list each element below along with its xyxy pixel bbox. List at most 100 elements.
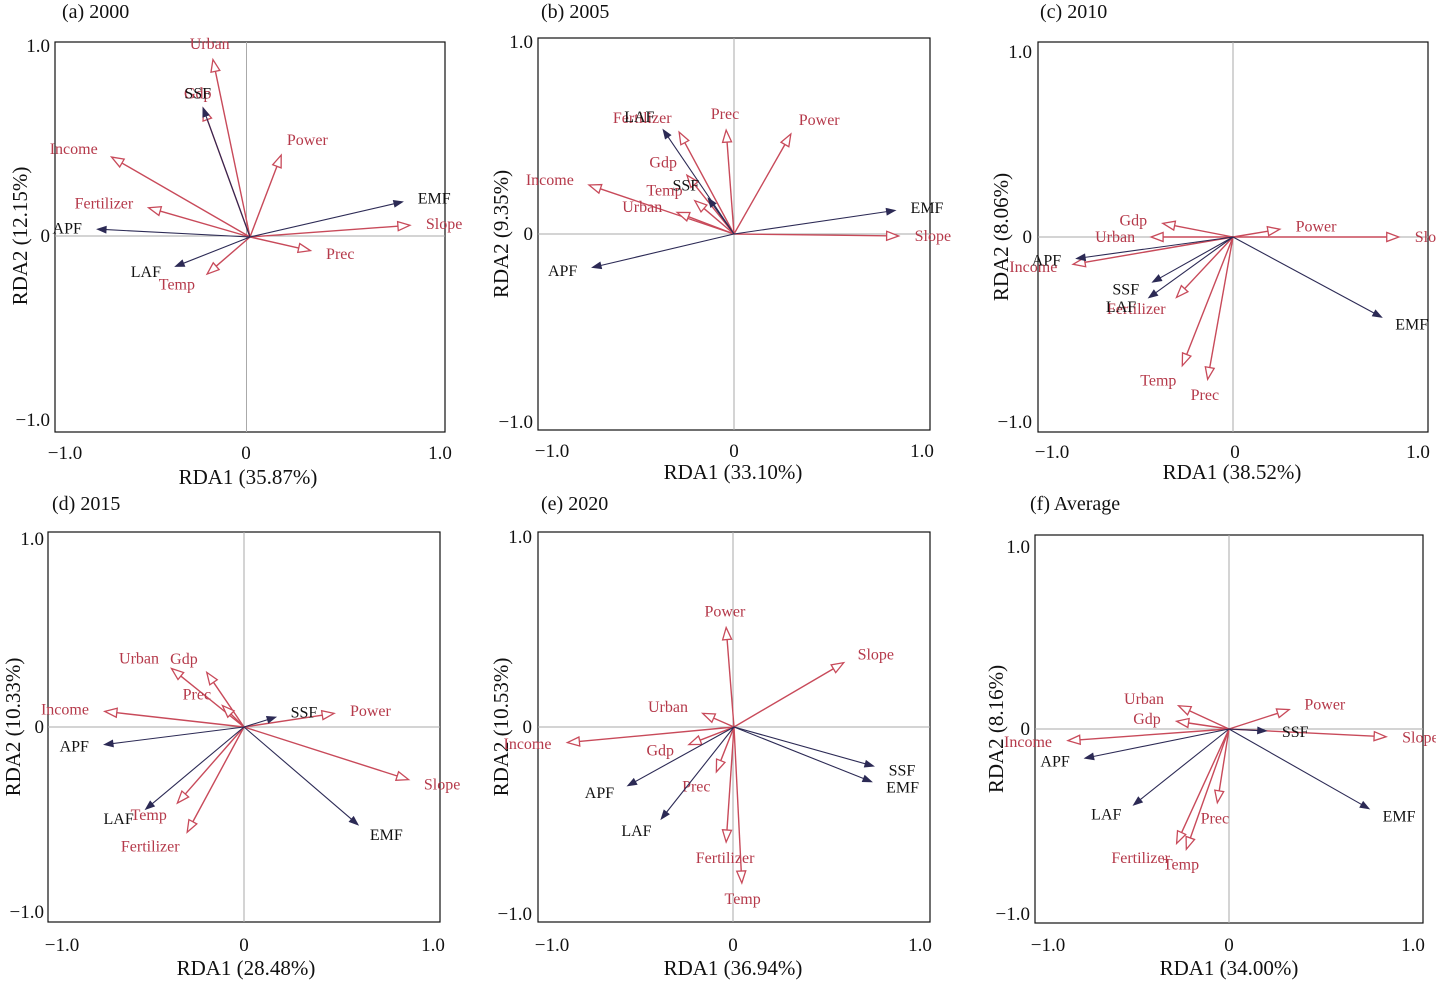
power-arrowhead bbox=[721, 625, 733, 641]
apf-label: APF bbox=[60, 739, 89, 756]
emf-arrow-line bbox=[733, 211, 887, 235]
emf-arrowhead bbox=[885, 207, 897, 216]
urban-arrowhead bbox=[1149, 231, 1164, 243]
plot-area: Urban Gdp Power Income Slope Prec FertilizerTe… bbox=[1004, 691, 1436, 873]
prec-arrowhead bbox=[1213, 789, 1225, 805]
laf-arrow-line bbox=[151, 726, 245, 805]
prec-arrow-line bbox=[1218, 728, 1230, 791]
slope-label: Slope bbox=[858, 647, 894, 664]
slope-arrowhead bbox=[394, 770, 411, 781]
y-tick-label: 0 bbox=[1021, 719, 1031, 740]
x-axis-label: RDA1 (35.87%) bbox=[179, 465, 318, 489]
slope-arrow-line bbox=[249, 225, 398, 238]
urban-arrow-line bbox=[214, 71, 251, 238]
y-tick-label: −1.0 bbox=[996, 904, 1030, 925]
income-arrowhead bbox=[109, 156, 126, 169]
x-tick-label: 1.0 bbox=[421, 935, 445, 956]
y-tick-label: 0 bbox=[1023, 227, 1033, 248]
laf-arrowhead bbox=[660, 809, 670, 821]
power-arrow-line bbox=[243, 714, 323, 728]
power-arrowhead bbox=[320, 709, 336, 721]
ssf-arrowhead bbox=[863, 759, 875, 768]
apf-arrowhead bbox=[103, 739, 114, 748]
panel-title: (b) 2005 bbox=[541, 1, 609, 23]
temp-label: Temp bbox=[131, 807, 167, 824]
x-tick-label: 0 bbox=[1230, 442, 1240, 463]
slope-label: Slope bbox=[915, 228, 951, 245]
panel-d: (d) 2015 1.0 0 −1.0 −1.0 0 1.0 RDA1 (28.… bbox=[1, 493, 460, 980]
prec-arrowhead bbox=[715, 758, 727, 774]
ssf-label: SSF bbox=[1112, 282, 1139, 299]
gdp-arrow-line bbox=[699, 726, 735, 741]
y-tick-label: 1.0 bbox=[26, 36, 50, 57]
x-tick-label: −1.0 bbox=[45, 935, 79, 956]
ssf-arrowhead bbox=[1151, 274, 1163, 283]
power-arrow-line bbox=[1228, 712, 1278, 730]
x-tick-label: 1.0 bbox=[1401, 935, 1425, 956]
emf-label: EMF bbox=[911, 200, 944, 217]
slope-label: Slope bbox=[1402, 730, 1436, 747]
urban-arrow-line bbox=[688, 216, 735, 235]
emf-label: EMF bbox=[418, 190, 451, 207]
laf-label: LAF bbox=[624, 109, 654, 126]
slope-arrowhead bbox=[1386, 231, 1401, 243]
y-tick-label: 1.0 bbox=[508, 527, 532, 548]
fertilizer-arrow-line bbox=[684, 142, 735, 235]
ssf-arrowhead bbox=[265, 716, 278, 724]
income-arrowhead bbox=[587, 183, 603, 195]
y-tick-label: 1.0 bbox=[20, 529, 44, 550]
income-arrow-line bbox=[121, 162, 251, 238]
urban-arrowhead bbox=[170, 667, 185, 681]
gdp-arrow-line bbox=[1188, 722, 1230, 730]
gdp-label: Gdp bbox=[1120, 212, 1148, 229]
gdp-arrowhead bbox=[687, 734, 703, 746]
slope-arrow-line bbox=[243, 726, 398, 777]
ssf-arrowhead bbox=[707, 197, 717, 209]
urban-arrowhead bbox=[210, 57, 221, 74]
fertilizer-label: Fertilizer bbox=[75, 195, 134, 212]
temp-arrow-line bbox=[1186, 236, 1234, 355]
emf-arrowhead bbox=[1359, 800, 1371, 810]
x-tick-label: −1.0 bbox=[1035, 442, 1069, 463]
prec-label: Prec bbox=[711, 106, 739, 123]
ssf-arrow-line bbox=[1159, 236, 1234, 279]
y-tick-label: 1.0 bbox=[509, 32, 533, 53]
apf-label: APF bbox=[1040, 753, 1069, 770]
apf-arrow-line bbox=[1084, 236, 1234, 258]
gdp-label: Gdp bbox=[184, 85, 212, 102]
x-tick-label: 0 bbox=[1224, 935, 1234, 956]
prec-arrow-line bbox=[1209, 236, 1234, 368]
urban-label: Urban bbox=[648, 699, 688, 716]
power-label: Power bbox=[704, 604, 746, 621]
income-label: Income bbox=[41, 702, 89, 719]
temp-arrowhead bbox=[693, 199, 708, 214]
y-axis-label: RDA2 (9.35%) bbox=[489, 170, 513, 298]
x-tick-label: −1.0 bbox=[1031, 935, 1065, 956]
ssf-label: SSF bbox=[291, 704, 318, 721]
x-axis-label: RDA1 (28.48%) bbox=[177, 956, 316, 980]
power-label: Power bbox=[350, 703, 392, 720]
slope-arrow-line bbox=[733, 668, 834, 728]
y-tick-label: 0 bbox=[523, 717, 533, 738]
fertilizer-arrowhead bbox=[186, 818, 198, 834]
x-tick-label: 0 bbox=[239, 935, 249, 956]
power-arrowhead bbox=[1266, 225, 1282, 237]
temp-arrow-line bbox=[215, 236, 251, 267]
panel-title: (d) 2015 bbox=[52, 493, 120, 515]
apf-arrow-line bbox=[112, 726, 245, 745]
emf-arrowhead bbox=[348, 815, 360, 826]
apf-arrow-line bbox=[600, 233, 735, 267]
fertilizer-arrowhead bbox=[678, 130, 690, 146]
fertilizer-arrow-line bbox=[192, 726, 245, 823]
ssf-label: SSF bbox=[1282, 724, 1309, 741]
slope-arrowhead bbox=[830, 661, 846, 674]
laf-arrow-line bbox=[1139, 728, 1230, 801]
gdp-label: Gdp bbox=[170, 651, 198, 668]
laf-arrowhead bbox=[174, 259, 186, 267]
laf-label: LAF bbox=[621, 823, 651, 840]
income-arrow-line bbox=[600, 188, 735, 235]
prec-label: Prec bbox=[183, 686, 211, 703]
slope-arrowhead bbox=[1373, 730, 1388, 742]
y-axis-label: RDA2 (8.16%) bbox=[984, 665, 1008, 793]
x-tick-label: −1.0 bbox=[535, 441, 569, 462]
